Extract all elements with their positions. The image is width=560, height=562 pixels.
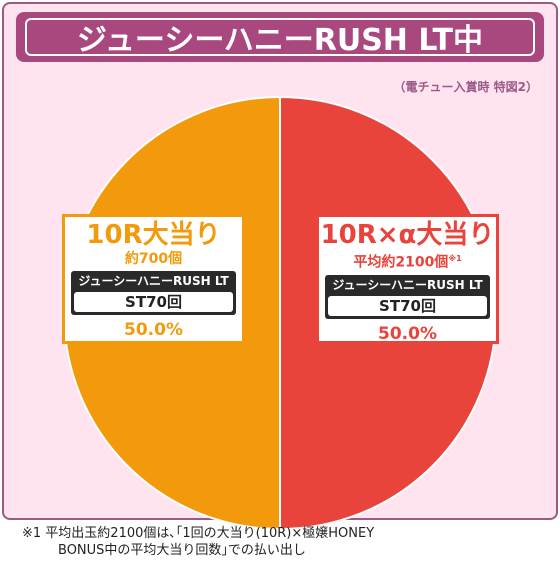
info-box-left: 10R大当り 約700個 ジューシーハニーRUSH LT ST70回 50.0%	[62, 214, 245, 344]
left-st-label: ST70回	[74, 292, 233, 312]
left-rush-band: ジューシーハニーRUSH LT ST70回	[71, 271, 236, 315]
left-band-label: ジューシーハニーRUSH LT	[78, 274, 229, 288]
footnote-line-1: ※1 平均出玉約2100個は､｢1回の大当り(10R)×極嬢HONEY	[22, 526, 375, 541]
right-box-sub-mark: ※1	[448, 254, 462, 263]
left-percent-label: 50.0%	[124, 320, 183, 340]
info-box-right: 10R×α大当り 平均約2100個※1 ジューシーハニーRUSH LT ST70…	[316, 214, 499, 344]
right-percent-label: 50.0%	[378, 323, 437, 344]
left-box-title: 10R大当り	[86, 220, 221, 250]
right-rush-band: ジューシーハニーRUSH LT ST70回	[325, 274, 490, 319]
left-box-sub: 約700個	[124, 251, 183, 267]
right-box-sub-text: 平均約2100個	[353, 254, 449, 271]
page-title: ジューシーハニーRUSH LT中	[25, 18, 535, 58]
right-st-label: ST70回	[328, 295, 487, 316]
condition-note: （電チュー入賞時 特図2）	[393, 80, 538, 94]
title-bar: ジューシーハニーRUSH LT中	[16, 12, 544, 62]
footnote-line-2: BONUS中の平均大当り回数｣での払い出し	[58, 543, 306, 558]
right-band-label: ジューシーハニーRUSH LT	[332, 277, 483, 292]
right-box-sub: 平均約2100個※1	[319, 250, 496, 272]
footnote: ※1 平均出玉約2100個は､｢1回の大当り(10R)×極嬢HONEY BONU…	[22, 525, 542, 559]
right-box-title: 10R×α大当り	[320, 220, 495, 250]
